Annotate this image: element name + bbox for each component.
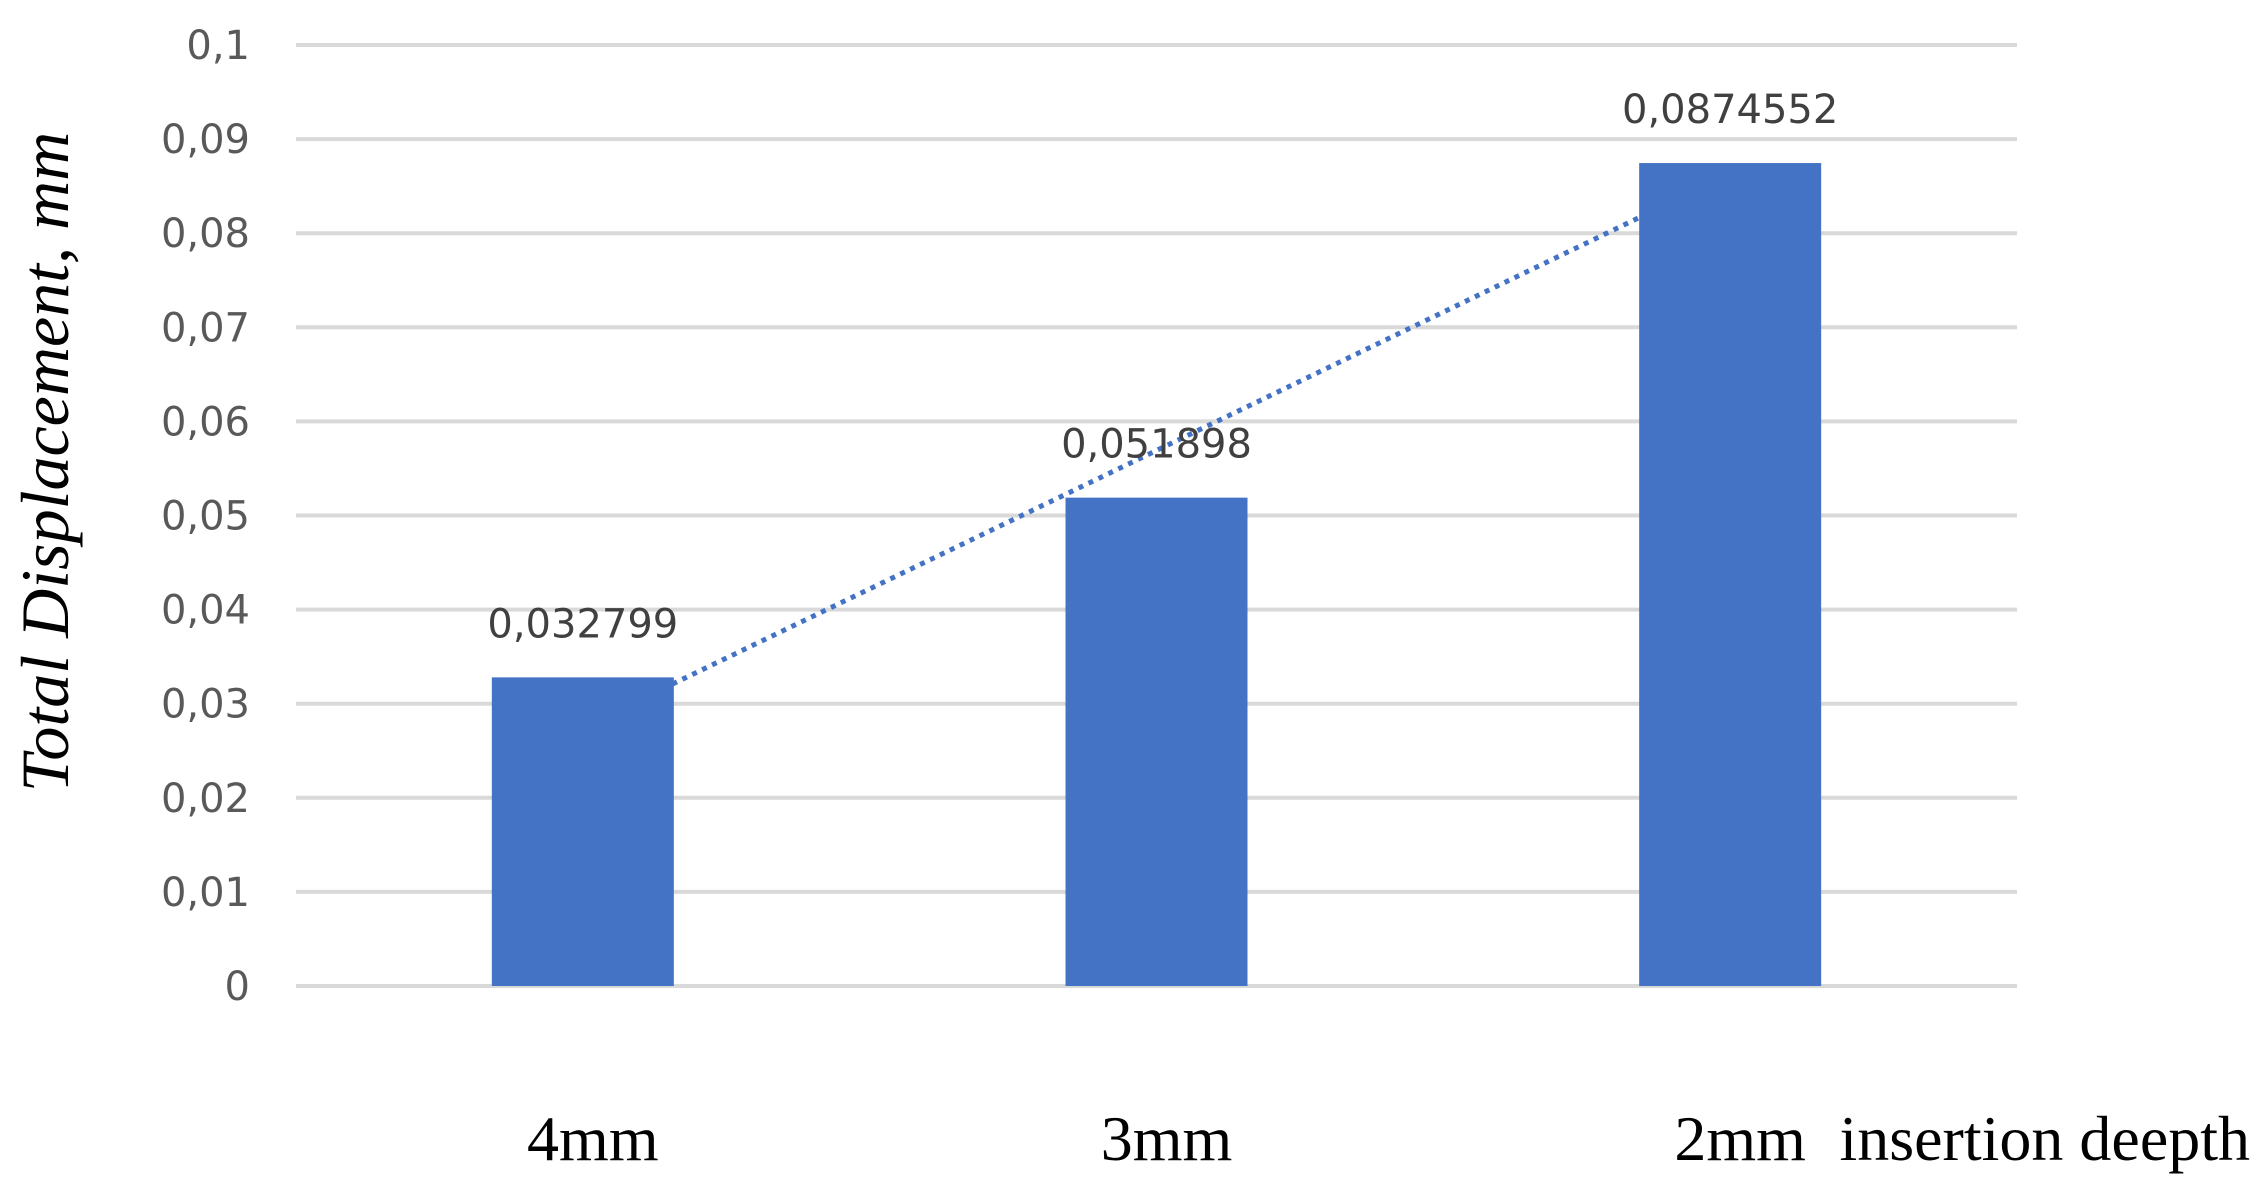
category-label: 4mm xyxy=(527,1103,659,1174)
category-label: 2mm xyxy=(1674,1103,1806,1174)
y-tick-label: 0,04 xyxy=(161,588,250,634)
y-axis-title: Total Displacement, mm xyxy=(7,132,83,792)
x-axis-title: insertion deepth xyxy=(1839,1103,2250,1174)
y-tick-labels: 0 0,01 0,02 0,03 0,04 0,05 0,06 0,07 0,08 0,09 0,1 xyxy=(161,23,250,1010)
bars xyxy=(491,163,1822,986)
y-tick-label: 0,02 xyxy=(161,776,250,822)
category-label: 3mm xyxy=(1101,1103,1233,1174)
bar-3mm xyxy=(1065,497,1248,986)
y-tick-label: 0 xyxy=(225,964,250,1010)
y-tick-label: 0,05 xyxy=(161,494,250,540)
data-label: 0,051898 xyxy=(1061,422,1252,468)
data-label: 0,0874552 xyxy=(1622,87,1838,133)
y-tick-label: 0,07 xyxy=(161,305,250,351)
y-tick-label: 0,01 xyxy=(161,870,250,916)
data-label: 0,032799 xyxy=(487,601,678,647)
bar-2mm xyxy=(1639,163,1822,986)
y-tick-label: 0,03 xyxy=(161,682,250,728)
bar-4mm xyxy=(491,677,674,986)
y-tick-label: 0,08 xyxy=(161,211,250,257)
y-tick-label: 0,09 xyxy=(161,117,250,163)
data-labels: 0,032799 0,051898 0,0874552 xyxy=(487,87,1838,647)
y-tick-label: 0,06 xyxy=(161,399,250,445)
y-tick-label: 0,1 xyxy=(186,23,250,69)
category-labels: 4mm 3mm 2mm xyxy=(527,1103,1806,1174)
